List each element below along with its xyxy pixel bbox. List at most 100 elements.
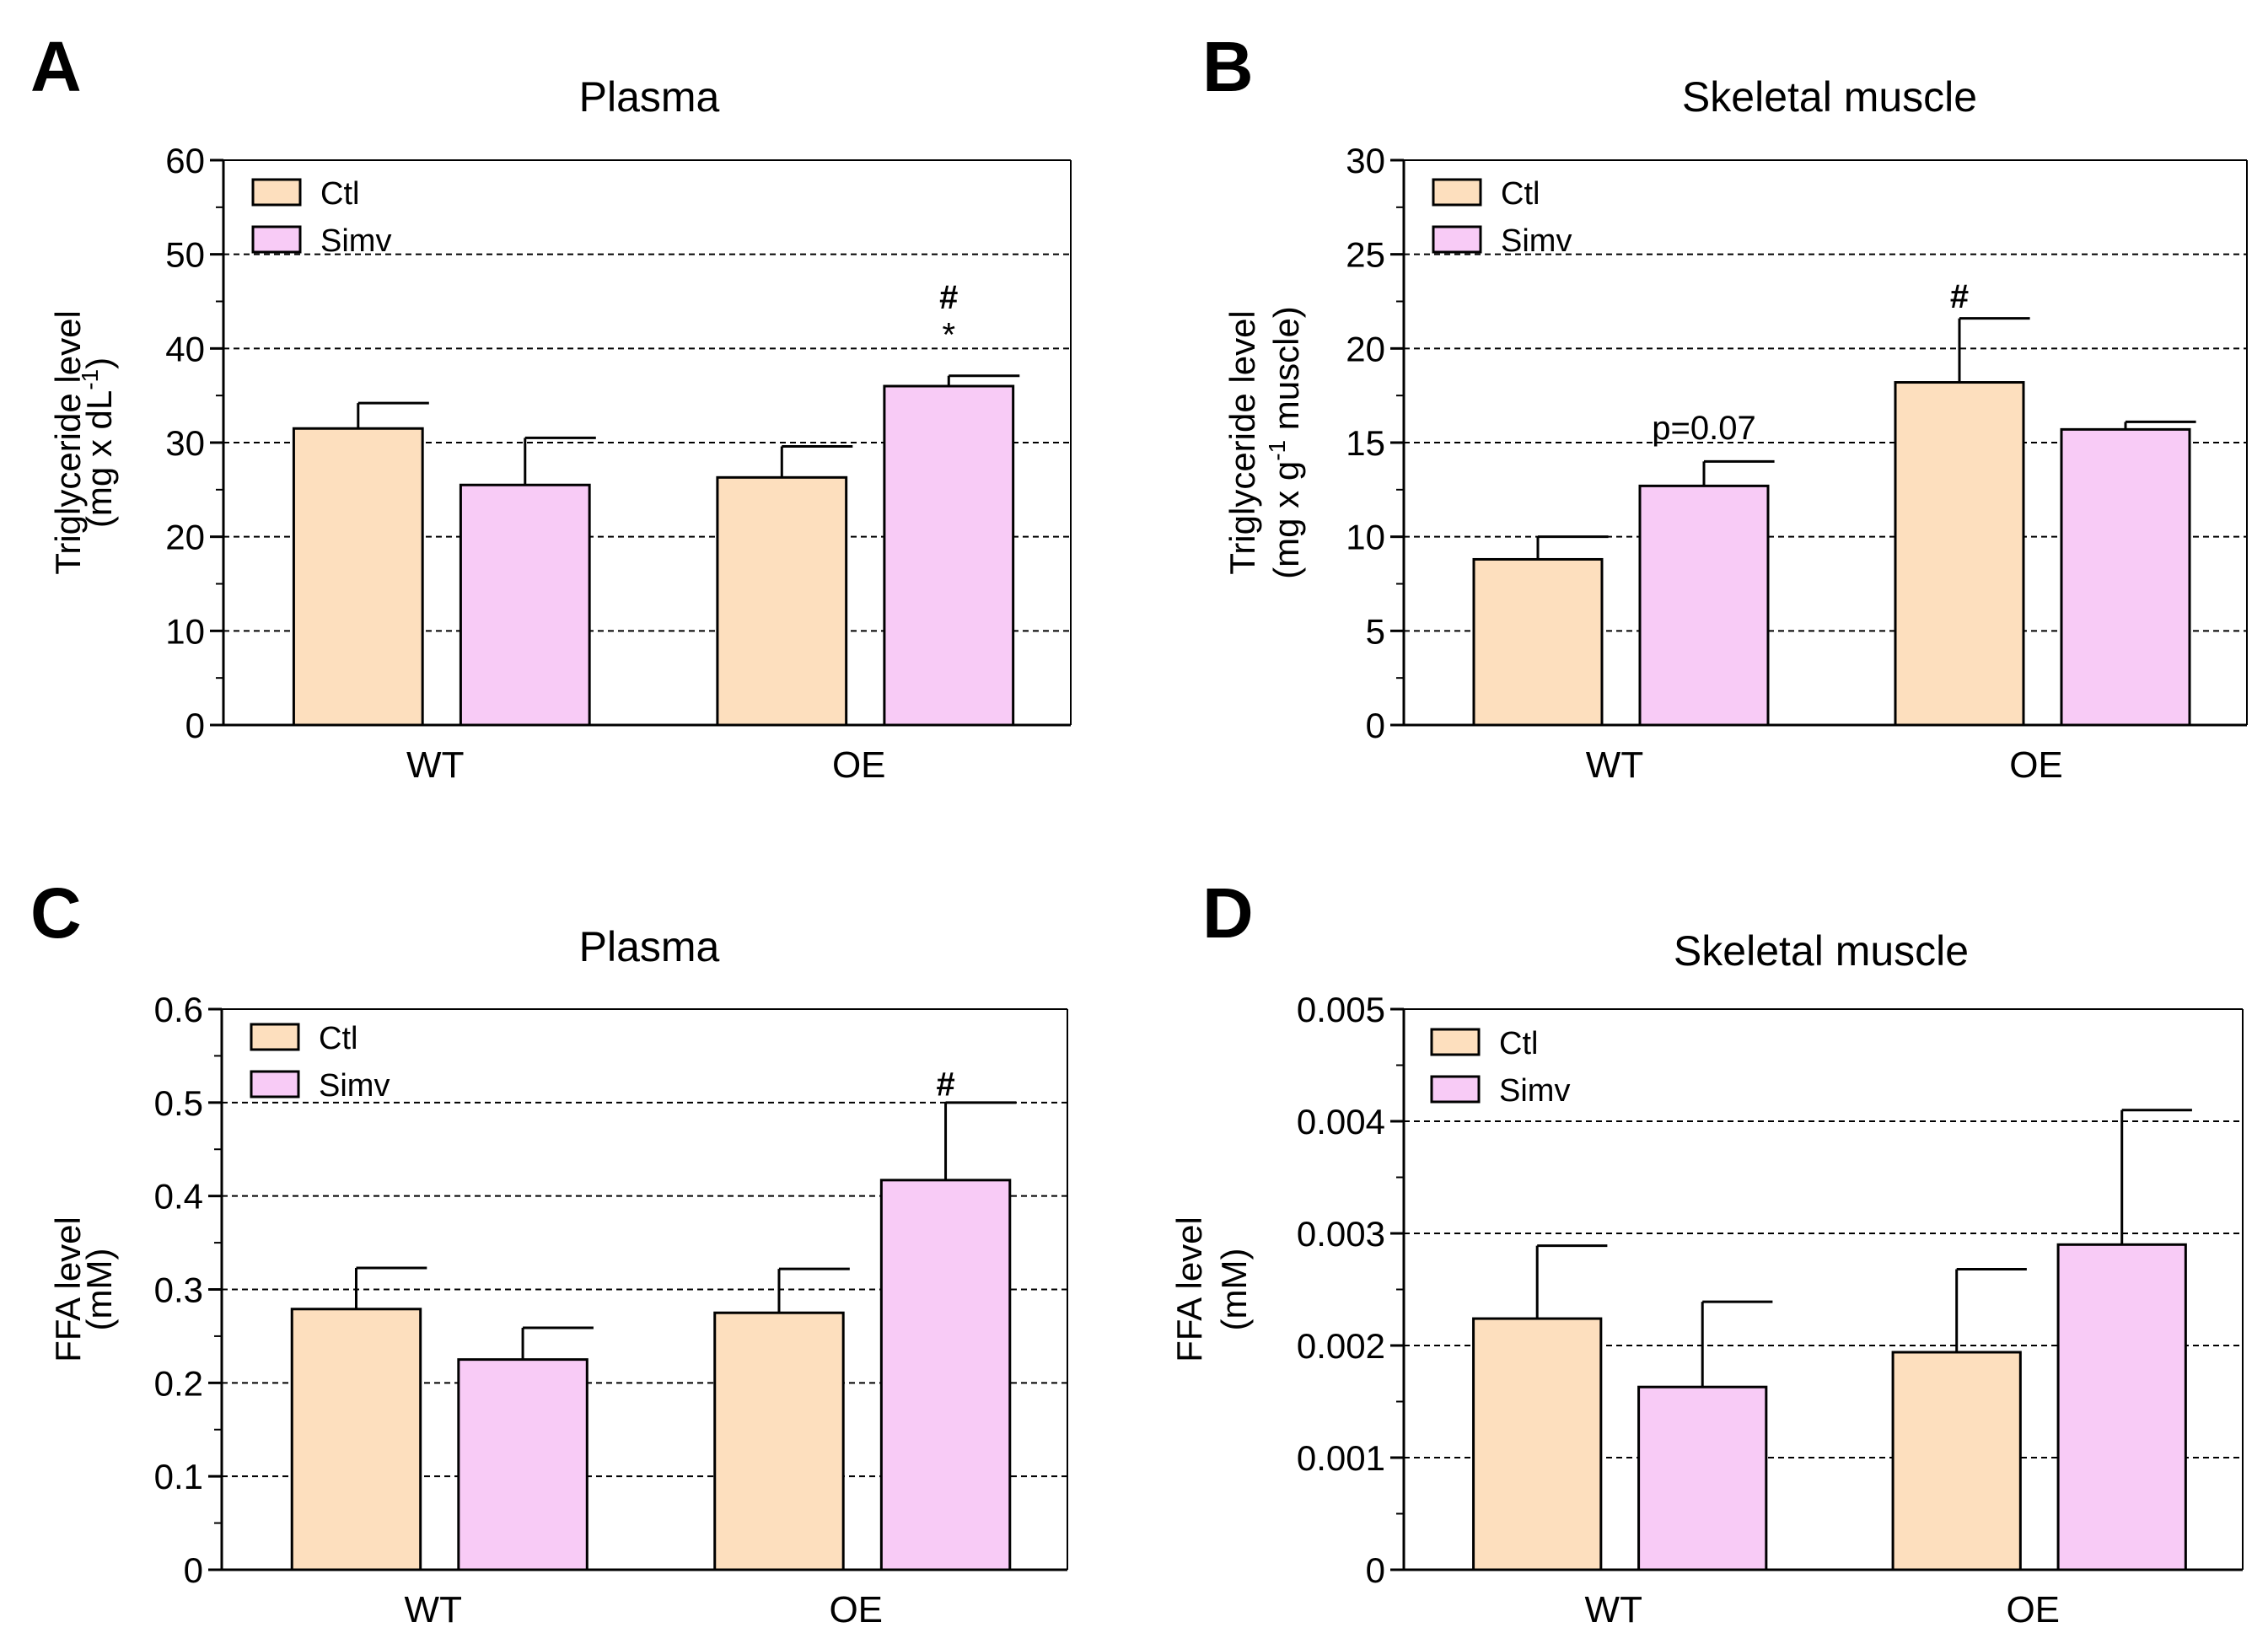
bar-ctl-oe (1891, 1351, 2022, 1571)
legend-swatch-ctl (1430, 1028, 1481, 1056)
y-tick-label: 20 (165, 518, 205, 557)
x-category-label: OE (2006, 1589, 2060, 1630)
legend-swatch-simv (1430, 1075, 1481, 1104)
y-axis-unit-text: (mM) (79, 1249, 119, 1331)
significance-annotation: # (936, 1066, 954, 1104)
bar-ctl-oe (713, 1311, 845, 1571)
legend-label: Simv (1501, 223, 1572, 259)
y-axis-unit-label: (mM) (1214, 1249, 1254, 1331)
y-tick-label: 10 (1346, 518, 1385, 557)
bar-simv-wt (457, 1358, 588, 1571)
y-axis-label: Triglyceride level (48, 310, 88, 575)
significance-annotation: p=0.07 (1652, 410, 1755, 447)
chart-panel-C: C Plasma 0 0.1 0.2 0.3 0.4 0.5 0.6 FFA level(mM) W… (30, 873, 1068, 1630)
y-tick-label: 0.5 (154, 1083, 203, 1123)
chart-panel-D: D Skeletal muscle 0 0.001 0.002 0.003 0.004 0.0… (1169, 873, 2244, 1630)
legend-label: Simv (320, 223, 391, 259)
legend-label: Ctl (319, 1021, 357, 1056)
legend-swatch-simv (1432, 225, 1482, 254)
y-axis-label: FFA level (1169, 1217, 1209, 1362)
bar-simv-oe (883, 384, 1015, 727)
y-tick-label: 0.004 (1297, 1102, 1385, 1141)
y-tick-label: 25 (1346, 235, 1385, 275)
x-category-label: WT (406, 744, 464, 786)
significance-annotation: # (939, 279, 958, 316)
y-tick-label: 0.3 (154, 1270, 203, 1310)
chart-title: Plasma (579, 73, 720, 121)
y-tick-label: 40 (165, 329, 205, 368)
chart-title: Skeletal muscle (1682, 73, 1977, 121)
bar-simv-wt (1637, 1385, 1768, 1571)
y-tick-label: 0.003 (1297, 1214, 1385, 1254)
bar-ctl-wt (292, 427, 424, 727)
chart-panel-A: A Plasma 0 10 20 30 40 50 60 Triglyceride level(m… (30, 27, 1072, 786)
bar-simv-oe (2056, 1243, 2187, 1571)
y-tick-label: 0.1 (154, 1457, 203, 1496)
bar-simv-oe (879, 1179, 1012, 1571)
bar-ctl-wt (290, 1308, 422, 1571)
y-axis-unit-label: (mg x dL-1) (77, 357, 119, 528)
legend-swatch-ctl (251, 178, 302, 207)
legend-swatch-ctl (250, 1023, 300, 1051)
x-category-label: OE (832, 744, 886, 786)
legend-label: Simv (319, 1068, 390, 1104)
y-axis-unit-superscript: -1 (1264, 440, 1290, 461)
legend-label: Simv (1499, 1073, 1570, 1109)
y-tick-label: 0.4 (154, 1177, 203, 1217)
y-tick-label: 60 (165, 141, 205, 180)
x-category-label: OE (2009, 744, 2063, 786)
y-tick-label: 50 (165, 235, 205, 275)
bar-ctl-oe (716, 475, 848, 727)
y-axis-unit-label: (mg x g-1 muscle) (1264, 306, 1306, 579)
chart-panel-B: B Skeletal muscle 0 5 10 15 20 25 30 Triglyceride… (1202, 27, 2248, 786)
y-tick-label: 30 (1346, 141, 1385, 180)
significance-annotation: * (942, 317, 955, 354)
y-axis-unit-text: (mg x g (1266, 461, 1306, 579)
y-tick-label: 0.001 (1297, 1438, 1385, 1478)
y-axis-label: Triglyceride level (1223, 310, 1262, 575)
y-axis-label: FFA level (48, 1217, 88, 1362)
y-tick-label: 30 (165, 423, 205, 463)
y-tick-label: 0.002 (1297, 1326, 1385, 1366)
bar-simv-wt (459, 483, 591, 727)
legend-label: Ctl (1499, 1026, 1538, 1061)
x-category-label: OE (829, 1589, 883, 1630)
chart-title: Plasma (579, 923, 720, 970)
bar-simv-wt (1638, 484, 1770, 727)
y-tick-label: 0.2 (154, 1363, 203, 1403)
legend-label: Ctl (320, 176, 359, 212)
y-axis-unit-text: ) (79, 357, 119, 369)
panel-letter: C (30, 873, 82, 953)
x-category-label: WT (1586, 744, 1643, 786)
panel-letter: D (1202, 873, 1254, 953)
y-tick-label: 10 (165, 611, 205, 651)
y-tick-label: 20 (1346, 329, 1385, 368)
y-tick-label: 15 (1346, 423, 1385, 463)
y-axis-unit-text: (mg x dL (79, 390, 119, 528)
y-axis-unit-superscript: -1 (77, 369, 103, 390)
legend-swatch-simv (251, 225, 302, 254)
y-tick-label: 0 (185, 706, 205, 745)
panel-letter: B (1202, 27, 1254, 106)
y-axis-unit-text: (mM) (1214, 1249, 1254, 1331)
y-tick-label: 0 (1366, 1550, 1385, 1590)
bar-ctl-wt (1472, 1317, 1603, 1571)
y-axis-unit-text: muscle) (1266, 306, 1306, 440)
legend-swatch-simv (250, 1070, 300, 1098)
legend-swatch-ctl (1432, 178, 1482, 207)
y-tick-label: 5 (1366, 611, 1385, 651)
y-tick-label: 0 (1366, 706, 1385, 745)
y-tick-label: 0.005 (1297, 990, 1385, 1029)
y-tick-label: 0 (184, 1550, 203, 1590)
x-category-label: WT (1585, 1589, 1642, 1630)
legend-label: Ctl (1501, 176, 1540, 212)
bar-ctl-wt (1472, 557, 1604, 727)
bar-ctl-oe (1894, 381, 2025, 727)
x-category-label: WT (405, 1589, 462, 1630)
bar-simv-oe (2060, 427, 2191, 727)
y-axis-unit-label: (mM) (79, 1249, 119, 1331)
chart-title: Skeletal muscle (1674, 927, 1969, 975)
significance-annotation: # (1950, 278, 1969, 315)
panel-letter: A (30, 27, 82, 106)
